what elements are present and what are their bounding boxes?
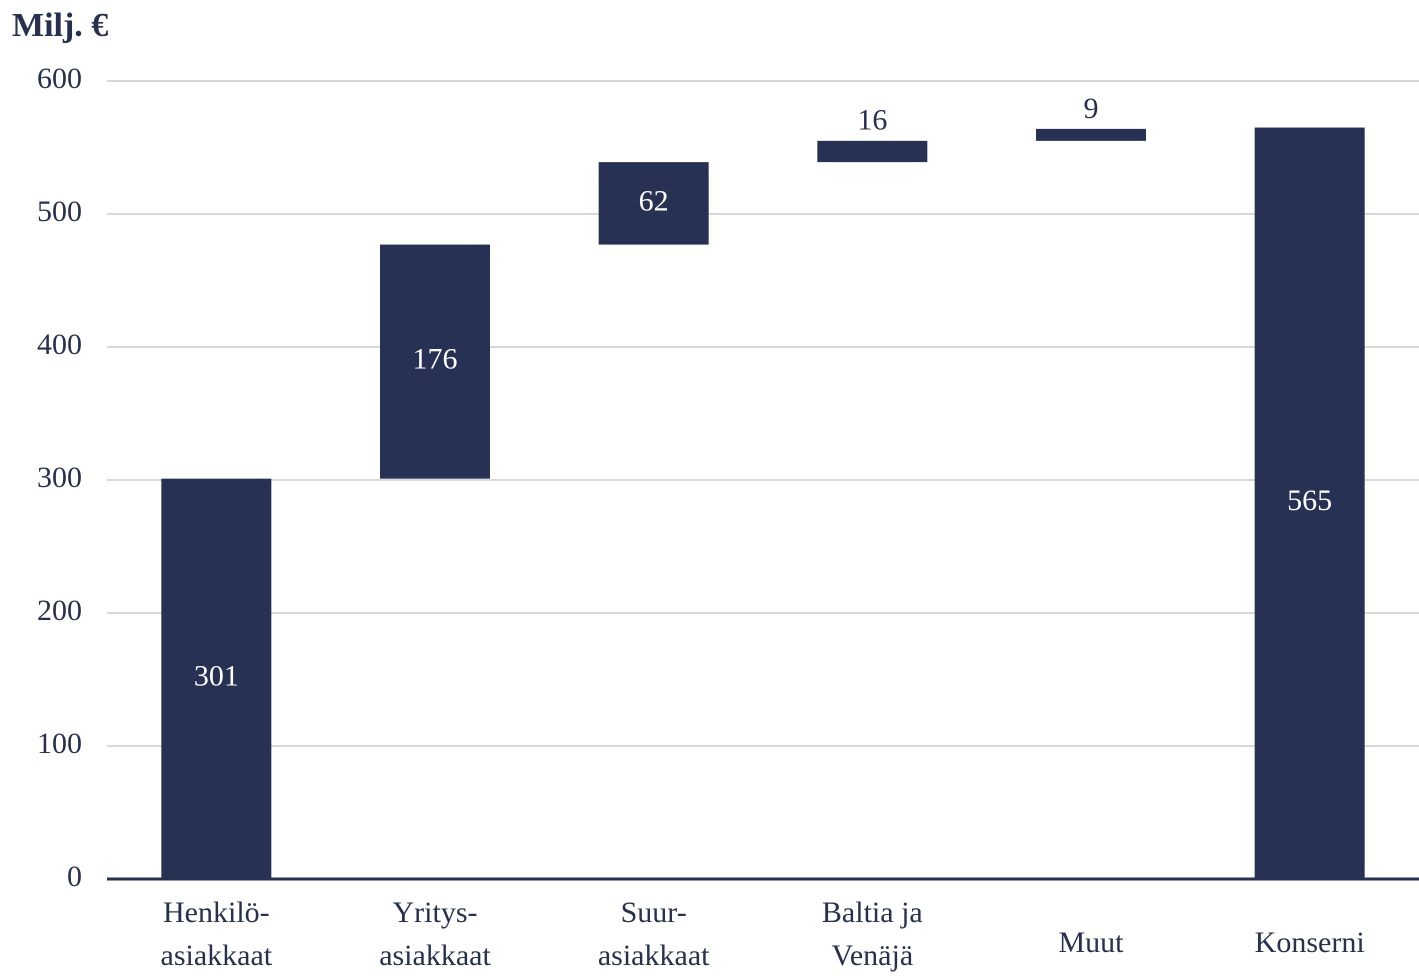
- y-tick-label: 200: [37, 594, 82, 627]
- bar: [161, 478, 272, 879]
- x-tick-label: Venäjä: [832, 939, 914, 972]
- bar: [598, 162, 709, 245]
- y-tick-label: 500: [37, 195, 82, 228]
- x-tick-label: Konserni: [1255, 926, 1365, 959]
- y-tick-label: 0: [67, 860, 82, 893]
- x-tick-label: asiakkaat: [598, 939, 710, 972]
- x-tick-label: Yritys-: [393, 896, 478, 929]
- bar: [1036, 128, 1146, 141]
- x-tick-label: Baltia ja: [822, 896, 923, 929]
- y-tick-label: 400: [37, 328, 82, 361]
- bar: [1254, 127, 1365, 880]
- x-tick-label: Muut: [1058, 926, 1124, 959]
- x-tick-label: asiakkaat: [161, 939, 273, 972]
- bar: [380, 244, 490, 479]
- y-tick-label: 300: [37, 461, 82, 494]
- data-label: 62: [639, 184, 669, 217]
- data-label: 16: [857, 104, 887, 137]
- bar: [817, 140, 928, 163]
- chart-title: Milj. €: [12, 7, 108, 44]
- y-tick-label: 600: [37, 62, 82, 95]
- data-label: 176: [413, 343, 458, 376]
- data-label: 9: [1084, 92, 1099, 125]
- data-label: 301: [194, 660, 239, 693]
- y-tick-label: 100: [37, 727, 82, 760]
- data-label: 565: [1287, 484, 1332, 517]
- x-tick-label: asiakkaat: [379, 939, 491, 972]
- x-tick-label: Suur-: [621, 896, 687, 929]
- x-tick-label: Henkilö-: [163, 896, 270, 929]
